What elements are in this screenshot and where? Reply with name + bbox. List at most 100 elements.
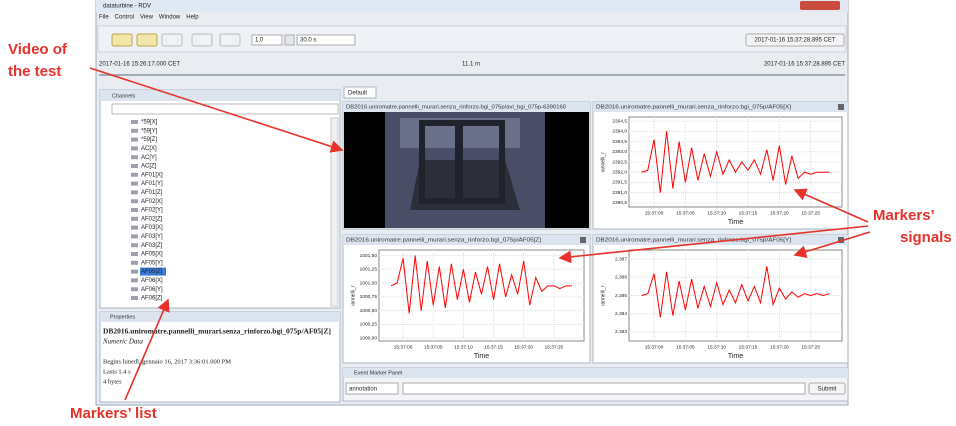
x-axis-label: Time <box>728 219 743 226</box>
channel-item[interactable]: AF02[X] <box>141 199 163 205</box>
channels-header <box>100 90 340 101</box>
y-tick-label: 1001,00 <box>360 280 378 286</box>
pause-button[interactable] <box>137 34 157 46</box>
y-tick-label: 1001,25 <box>360 267 378 273</box>
menu-item[interactable]: Help <box>186 15 199 21</box>
channel-item[interactable]: AF02[Y] <box>141 208 163 214</box>
test-rig-column <box>455 123 463 201</box>
channel-item[interactable]: AF01[X] <box>141 172 163 178</box>
channel-item[interactable]: *59[Z] <box>141 137 157 143</box>
channel-icon <box>131 138 138 142</box>
rate-spinner[interactable] <box>285 35 294 45</box>
title-bar <box>96 0 848 12</box>
event-header <box>343 368 848 378</box>
channels-title: Channels <box>112 93 135 99</box>
channel-icon <box>131 199 138 203</box>
channel-item[interactable]: AF05[Y] <box>141 260 163 266</box>
x-tick-label: 15:37:00 <box>394 344 413 350</box>
x-tick-label: 15:37:25 <box>801 210 820 216</box>
panel-close[interactable] <box>580 237 586 243</box>
time-scale-value: 30.0 s <box>300 38 316 44</box>
channel-icon <box>131 208 138 212</box>
y-tick-label: 1000,00 <box>360 336 378 342</box>
channel-item[interactable]: AF02[Z] <box>141 216 163 222</box>
channel-icon <box>131 155 138 159</box>
channel-item[interactable]: AF06[X] <box>141 278 163 284</box>
channel-item[interactable]: AF03[X] <box>141 225 163 231</box>
channel-icon <box>131 129 138 133</box>
play-button[interactable] <box>112 34 132 46</box>
channel-icon <box>131 278 138 282</box>
x-axis-label: Time <box>474 353 489 360</box>
timeline-start: 2017-01-16 15:26:17.000 CET <box>99 62 180 68</box>
channel-item[interactable]: AF01[Y] <box>141 181 163 187</box>
property-line: 4 bytes <box>103 378 122 385</box>
back-button[interactable] <box>220 34 240 46</box>
plot-title: DB2016.uniromatre.pannelli_murari.senza_… <box>596 237 792 243</box>
x-tick-label: 15:37:05 <box>424 344 443 350</box>
channel-item[interactable]: AF06[Z] <box>141 296 163 302</box>
y-tick-label: 2393,5 <box>612 139 627 145</box>
panel-close[interactable] <box>838 104 844 110</box>
channel-icon <box>131 261 138 265</box>
properties-header <box>100 312 340 322</box>
channel-item[interactable]: AC[X] <box>141 146 157 152</box>
x-tick-label: 15:37:20 <box>514 344 533 350</box>
channel-icon <box>131 270 138 274</box>
channel-item[interactable]: AF03[Y] <box>141 234 163 240</box>
channel-icon <box>131 252 138 256</box>
channel-item[interactable]: AF05[X] <box>141 252 163 258</box>
annotation-video: Video of <box>8 41 68 58</box>
channel-icon <box>131 120 138 124</box>
plot: DB2016.uniromatre.pannelli_murari.senza_… <box>593 235 848 363</box>
y-tick-label: 2,385 <box>615 293 627 299</box>
y-tick-label: 2392,0 <box>612 169 627 175</box>
x-tick-label: 15:37:05 <box>676 210 695 216</box>
window-controls[interactable] <box>800 1 840 10</box>
forward-button[interactable] <box>192 34 212 46</box>
channel-item[interactable]: AF03[Z] <box>141 243 163 249</box>
menu-item[interactable]: File <box>99 15 109 21</box>
x-tick-label: 15:37:10 <box>707 210 726 216</box>
channel-item[interactable]: AC[Y] <box>141 155 157 161</box>
menu-item[interactable]: Window <box>159 15 181 21</box>
event-text-input[interactable] <box>403 383 805 394</box>
rate-value: 1.0 <box>255 38 264 44</box>
window-title: dataturbine - RDV <box>103 4 151 10</box>
channel-icon <box>131 190 138 194</box>
timeline-end: 2017-01-16 15:37:28.895 CET <box>764 62 845 68</box>
annotation-video: the test <box>8 63 61 80</box>
channel-icon <box>131 164 138 168</box>
step-button[interactable] <box>162 34 182 46</box>
event-title: Event Marker Panel <box>354 370 402 376</box>
property-line: Begins lunedì, gennaio 16, 2017 3:36:01.… <box>103 358 231 365</box>
plot-title: DB2016.uniromatre.pannelli_murari.senza_… <box>596 104 792 110</box>
channel-item[interactable]: *59[X] <box>141 120 158 126</box>
channel-icon <box>131 243 138 247</box>
y-tick-label: 2394,5 <box>612 118 627 124</box>
channel-item[interactable]: *59[Y] <box>141 128 158 134</box>
y-tick-label: 2393,0 <box>612 149 627 155</box>
property-kind: Numeric Data <box>102 338 143 346</box>
channel-icon <box>131 173 138 177</box>
x-tick-label: 15:37:10 <box>454 344 473 350</box>
x-axis-label: Time <box>728 353 743 360</box>
x-tick-label: 15:37:20 <box>770 344 789 350</box>
channel-icon <box>131 217 138 221</box>
channel-item[interactable]: AF06[Y] <box>141 287 163 293</box>
channel-item[interactable]: AC[Z] <box>141 164 157 170</box>
x-tick-label: 15:37:05 <box>676 344 695 350</box>
x-tick-label: 15:37:10 <box>707 344 726 350</box>
channel-icon <box>131 226 138 230</box>
menu-item[interactable]: Control <box>115 15 134 21</box>
current-time: 2017-01-16 15:37:28.895 CET <box>754 38 835 44</box>
property-line: Lasts 1.4 s <box>103 368 131 375</box>
x-tick-label: 15:37:25 <box>801 344 820 350</box>
y-tick-label: 1000,25 <box>360 322 378 328</box>
x-tick-label: 15:37:00 <box>645 210 664 216</box>
channel-item[interactable]: AF05[Z] <box>141 269 163 275</box>
plot: DB2016.uniromatre.pannelli_murari.senza_… <box>593 102 848 229</box>
channel-item[interactable]: AF01[Z] <box>141 190 163 196</box>
x-tick-label: 15:37:20 <box>770 210 789 216</box>
menu-item[interactable]: View <box>140 15 154 21</box>
